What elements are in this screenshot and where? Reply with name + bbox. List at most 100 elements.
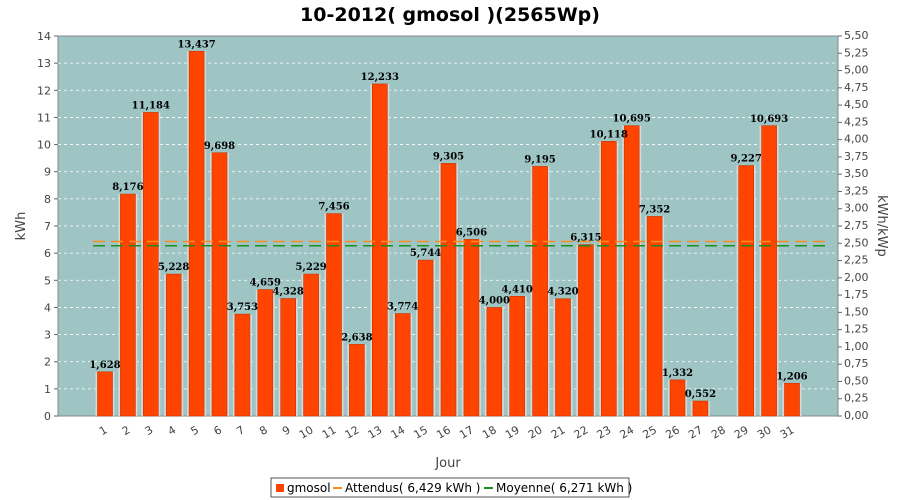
y-tick-label: 8	[44, 193, 51, 206]
x-tick-label: 26	[663, 423, 682, 441]
y2-tick-label: 4,50	[844, 98, 869, 111]
bar-22	[578, 244, 594, 417]
x-tick-label: 22	[572, 423, 591, 441]
x-tick-label: 15	[411, 423, 430, 441]
x-tick-label: 5	[189, 423, 202, 438]
bar-13	[371, 83, 388, 417]
y2-tick-label: 0,25	[844, 392, 869, 405]
legend: gmosol Attendus( 6,429 kWh ) Moyenne( 6,…	[270, 477, 632, 498]
bar-7	[234, 313, 251, 417]
x-tick-label: 16	[434, 423, 453, 441]
y2-tick-label: 3,75	[844, 150, 869, 163]
data-label-4: 5,228	[158, 262, 189, 273]
data-label-9: 4,328	[273, 287, 304, 298]
data-label-1: 1,628	[89, 360, 120, 371]
x-tick-label: 7	[234, 423, 247, 438]
y2-tick-label: 0,00	[844, 409, 869, 422]
y-tick-label: 7	[44, 220, 51, 233]
y2-tick-label: 2,25	[844, 254, 869, 267]
y2-tick-label: 1,75	[844, 288, 869, 301]
x-tick-label: 10	[297, 423, 316, 441]
legend-moyenne: Moyenne( 6,271 kWh )	[496, 481, 632, 495]
data-label-25: 7,352	[639, 204, 670, 215]
x-tick-label: 29	[732, 423, 751, 441]
data-label-19: 4,410	[502, 284, 533, 295]
y2-tick-label: 1,00	[844, 340, 869, 353]
bar-14	[394, 313, 411, 417]
bar-26	[669, 379, 686, 417]
y2-tick-label: 4,25	[844, 115, 869, 128]
x-tick-label: 24	[618, 423, 637, 441]
bar-3	[143, 112, 159, 417]
y2-tick-label: 4,75	[844, 81, 869, 94]
bar-30	[761, 125, 777, 417]
y2-axis-ticks: 0,00 0,25 0,50 0,75 1,00 1,25 1,50 1,75 2,00 2,25…	[838, 29, 869, 422]
x-tick-label: 1	[97, 423, 110, 438]
bar-10	[303, 273, 319, 417]
y-tick-label: 6	[44, 247, 51, 260]
bar-21	[555, 298, 571, 417]
y-tick-label: 5	[44, 274, 51, 287]
bar-12	[349, 344, 365, 417]
y-tick-label: 9	[44, 166, 51, 179]
bar-25	[646, 216, 663, 417]
x-tick-label: 31	[778, 423, 797, 441]
y2-tick-label: 3,25	[844, 184, 869, 197]
y-tick-label: 11	[37, 111, 51, 124]
bar-23	[600, 141, 617, 417]
x-tick-label: 6	[211, 423, 224, 438]
y-tick-label: 2	[44, 356, 51, 369]
data-label-22: 6,315	[570, 233, 601, 244]
y2-axis-label: kWh/kWp	[874, 195, 889, 257]
bar-20	[532, 166, 548, 417]
x-axis-label: Jour	[434, 456, 461, 471]
bar-18	[486, 307, 503, 417]
y-tick-label: 12	[37, 84, 51, 97]
y-axis-label: kWh	[14, 212, 29, 241]
x-tick-label: 12	[343, 423, 362, 441]
y2-tick-label: 4,00	[844, 133, 869, 146]
data-label-2: 8,176	[112, 182, 143, 193]
y2-tick-label: 5,25	[844, 46, 869, 59]
y-tick-label: 3	[44, 329, 51, 342]
x-tick-label: 14	[389, 423, 408, 441]
data-label-26: 1,332	[662, 368, 693, 379]
data-label-21: 4,320	[547, 287, 578, 298]
data-label-18: 4,000	[479, 295, 510, 306]
y2-tick-label: 3,50	[844, 167, 869, 180]
x-tick-label: 18	[480, 423, 499, 441]
data-labels: 1,628 8,176 11,184 5,228 13,437 9,698 3,753 4,6…	[89, 39, 807, 400]
bar-29	[738, 165, 755, 417]
legend-swatch-gmosol	[276, 484, 284, 492]
y2-tick-label: 3,00	[844, 202, 869, 215]
y-tick-label: 4	[44, 301, 51, 314]
y2-tick-label: 1,50	[844, 305, 869, 318]
bar-27	[692, 400, 709, 417]
y-tick-label: 0	[44, 410, 51, 423]
data-label-3: 11,184	[132, 100, 170, 111]
data-label-23: 10,118	[590, 129, 628, 140]
data-label-24: 10,695	[613, 114, 651, 125]
x-tick-label: 17	[457, 423, 476, 441]
y2-tick-label: 2,50	[844, 236, 869, 249]
y2-tick-label: 0,75	[844, 357, 869, 370]
data-label-15: 5,744	[410, 248, 441, 259]
bars	[95, 50, 802, 417]
data-label-17: 6,506	[456, 227, 487, 238]
legend-gmosol: gmosol	[287, 481, 331, 495]
data-label-12: 2,638	[341, 332, 372, 343]
reference-lines	[93, 240, 828, 247]
x-tick-label: 4	[166, 423, 179, 438]
data-label-16: 9,305	[433, 151, 464, 162]
data-label-10: 5,229	[295, 262, 326, 273]
y2-tick-label: 5,00	[844, 64, 869, 77]
x-tick-label: 9	[280, 423, 293, 438]
x-tick-label: 13	[366, 423, 385, 441]
data-label-8: 4,659	[250, 278, 281, 289]
x-tick-label: 19	[503, 423, 522, 441]
y-tick-label: 1	[44, 383, 51, 396]
data-label-14: 3,774	[387, 302, 418, 313]
y-tick-label: 14	[37, 30, 51, 43]
y2-tick-label: 1,25	[844, 323, 869, 336]
